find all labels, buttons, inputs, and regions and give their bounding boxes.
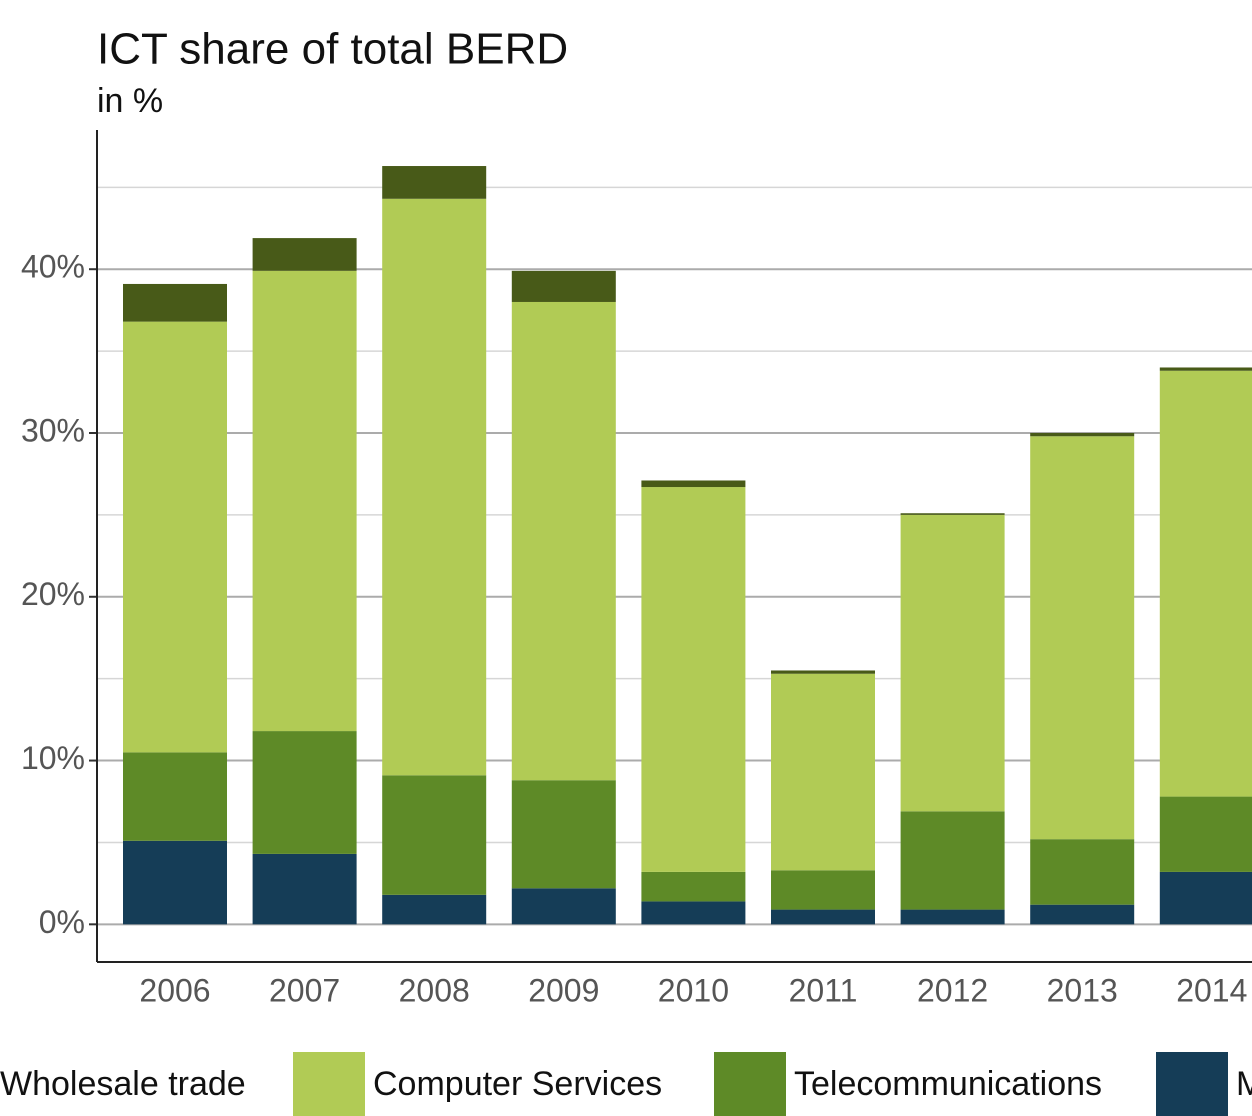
bar-segment bbox=[1030, 904, 1135, 925]
bar-segment bbox=[771, 670, 875, 674]
bar-segment bbox=[771, 673, 875, 871]
bar-segment bbox=[382, 894, 487, 925]
x-tick-label: 2008 bbox=[399, 972, 470, 1008]
legend-label: Telecommunications bbox=[794, 1065, 1102, 1103]
x-tick-label: 2012 bbox=[917, 972, 988, 1008]
x-tick-label: 2006 bbox=[139, 972, 210, 1008]
y-tick-label: 10% bbox=[21, 740, 85, 776]
bar-segment bbox=[641, 901, 746, 925]
legend-label: Computer Services bbox=[373, 1065, 662, 1103]
bar-segment bbox=[123, 283, 227, 322]
y-tick-label: 20% bbox=[21, 576, 85, 612]
bar-segment bbox=[1030, 839, 1135, 905]
chart-title: ICT share of total BERD bbox=[97, 25, 568, 74]
bar-segment bbox=[511, 888, 616, 925]
bar-segment bbox=[771, 870, 875, 910]
x-tick-label: 2007 bbox=[269, 972, 340, 1008]
bar-segment bbox=[382, 166, 487, 199]
bar-segment bbox=[641, 487, 746, 872]
bar-segment bbox=[900, 909, 1005, 925]
bar-segment bbox=[511, 270, 616, 302]
y-tick-label: 40% bbox=[21, 249, 85, 285]
y-tick-label: 0% bbox=[39, 904, 85, 940]
bar-segment bbox=[1159, 871, 1252, 925]
x-tick-label: 2010 bbox=[658, 972, 729, 1008]
bar-segment bbox=[511, 301, 616, 781]
bar-segment bbox=[252, 238, 357, 271]
x-tick-label: 2014 bbox=[1176, 972, 1247, 1008]
bar-segment bbox=[252, 270, 357, 732]
y-tick-label: 30% bbox=[21, 412, 85, 448]
x-tick-label: 2009 bbox=[528, 972, 599, 1008]
bar-segment bbox=[900, 514, 1005, 812]
bar-segment bbox=[123, 321, 227, 753]
x-tick-label: 2011 bbox=[789, 972, 858, 1008]
bar-segment bbox=[511, 780, 616, 889]
bar-segment bbox=[900, 811, 1005, 910]
bar-segment bbox=[123, 752, 227, 841]
bar-segment bbox=[771, 909, 875, 925]
legend-swatch bbox=[714, 1052, 786, 1116]
bar-segment bbox=[1030, 436, 1135, 840]
bar-segment bbox=[900, 513, 1005, 515]
bar-segment bbox=[641, 871, 746, 902]
legend-label: Wholesale trade bbox=[0, 1065, 246, 1103]
bar-segment bbox=[1159, 370, 1252, 797]
legend-swatch bbox=[293, 1052, 365, 1116]
bar-segment bbox=[1159, 367, 1252, 371]
bar-segment bbox=[641, 480, 746, 488]
bar-segment bbox=[382, 775, 487, 895]
bar-segment bbox=[123, 840, 227, 925]
bar-segment bbox=[252, 731, 357, 854]
legend-label: M bbox=[1236, 1065, 1252, 1103]
x-tick-label: 2013 bbox=[1047, 972, 1118, 1008]
legend-swatch bbox=[1156, 1052, 1228, 1116]
bar-segment bbox=[1159, 796, 1252, 872]
chart-subtitle: in % bbox=[97, 82, 163, 120]
bar-segment bbox=[252, 853, 357, 925]
bar-segment bbox=[1030, 432, 1135, 437]
bar-segment bbox=[382, 198, 487, 776]
